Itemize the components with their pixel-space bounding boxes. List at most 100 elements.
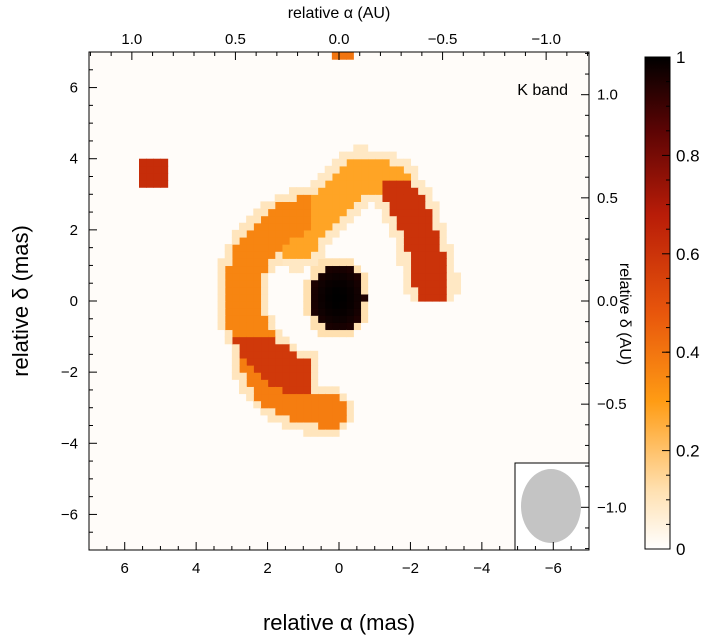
heatmap-cell [346, 315, 354, 323]
heatmap-cell [239, 308, 247, 316]
heatmap-cell [224, 301, 233, 309]
heatmap-cell [253, 236, 262, 245]
heatmap-cell [303, 201, 312, 210]
heatmap-cell [317, 301, 326, 309]
heatmap-cell [331, 407, 340, 416]
heatmap-cell [331, 414, 340, 423]
heatmap-cell [274, 201, 283, 210]
heatmap-cell [439, 222, 447, 231]
heatmap-cell [246, 265, 254, 274]
heatmap-cell [446, 265, 454, 274]
heatmap-cell [246, 215, 254, 224]
heatmap-cell [231, 322, 240, 331]
heatmap-cell [317, 279, 326, 288]
heatmap-cell [239, 236, 247, 245]
heatmap-cell [346, 180, 354, 188]
heatmap-cell [224, 322, 233, 331]
heatmap-cell [410, 286, 419, 295]
heatmap-cell [260, 343, 269, 352]
heatmap-cell [410, 222, 419, 231]
heatmap-cell [239, 244, 247, 252]
heatmap-cell [281, 236, 290, 245]
heatmap-cell [281, 258, 290, 267]
heatmap-cell [396, 215, 404, 224]
heatmap-cell [331, 215, 340, 224]
heatmap-cell [231, 258, 240, 267]
heatmap-cell [353, 265, 362, 274]
heatmap-cell [417, 244, 426, 252]
heatmap-cell [339, 208, 347, 217]
heatmap-cell [339, 286, 347, 295]
heatmap-cell [353, 144, 362, 153]
heatmap-cell [260, 400, 269, 409]
heatmap-cell [424, 251, 433, 259]
heatmap-cell [446, 258, 454, 267]
heatmap-cell [439, 258, 447, 267]
heatmap-cell [317, 421, 326, 430]
heatmap-cell [360, 293, 369, 302]
axis-ticks: 6 4 2 0 −2 −4 −6 6 4 2 0 −2 −4 −6 1.0 0.5 0.0 −0.5 −1.0 1.0… [61, 31, 627, 577]
heatmap-cell [239, 258, 247, 267]
heatmap-cell [246, 379, 254, 387]
heatmap-cell [389, 201, 397, 210]
heatmap-cell [403, 158, 412, 167]
heatmap-cell [260, 357, 269, 366]
heatmap-cell [346, 279, 354, 288]
heatmap-cell [367, 187, 376, 195]
heatmap-cell [353, 322, 362, 331]
heatmap-cell [410, 244, 419, 252]
heatmap-cell [353, 180, 362, 188]
heatmap-cell [274, 400, 283, 409]
heatmap-cell [324, 393, 333, 402]
heatmap-cell [310, 222, 319, 231]
heatmap-cell [324, 421, 333, 430]
y-tick-label: 4 [70, 151, 78, 168]
heatmap-cell [310, 272, 319, 281]
heatmap-cell [410, 180, 419, 188]
heatmap-cell [417, 208, 426, 217]
heatmap-cell [281, 336, 290, 345]
heatmap-cell [253, 244, 262, 252]
heatmap-cell [289, 258, 297, 267]
heatmap-cell [324, 272, 333, 281]
heatmap-cell [410, 215, 419, 224]
heatmap-cell [331, 165, 340, 174]
heatmap-cell [324, 279, 333, 288]
heatmap-cell [274, 215, 283, 224]
heatmap-cell [360, 272, 369, 281]
heatmap-cell [267, 258, 276, 267]
heatmap-cell [289, 343, 297, 352]
heatmap-cell [267, 372, 276, 380]
heatmap-cell [239, 329, 247, 338]
heatmap-cell [403, 208, 412, 217]
heatmap-cell [403, 187, 412, 195]
heatmap-cell [331, 222, 340, 231]
heatmap-cell [274, 393, 283, 402]
heatmap-cell [224, 329, 233, 338]
heatmap-cell [253, 308, 262, 316]
heatmap-cell [267, 265, 276, 274]
heatmap-cell [310, 265, 319, 274]
heatmap-cell [396, 187, 404, 195]
heatmap-cell [260, 244, 269, 252]
heatmap-cell [324, 265, 333, 274]
heatmap-cell [410, 251, 419, 259]
heatmap-cell [281, 357, 290, 366]
heatmap-cell [303, 286, 312, 295]
heatmap-cell [260, 365, 269, 373]
right-tick-label: 1.0 [597, 87, 618, 104]
heatmap-cell [274, 357, 283, 366]
heatmap-cell [267, 336, 276, 345]
heatmap-cell [324, 386, 333, 395]
heatmap-cell [360, 301, 369, 309]
heatmap-cell [324, 293, 333, 302]
heatmap-cell [324, 187, 333, 195]
heatmap-cell [331, 315, 340, 323]
heatmap-cell [360, 308, 369, 316]
heatmap-cell [410, 187, 419, 195]
heatmap-cell [231, 301, 240, 309]
heatmap-cell [310, 215, 319, 224]
heatmap-cell [331, 194, 340, 202]
heatmap-cell [303, 279, 312, 288]
x-tick-label: −2 [402, 560, 419, 577]
